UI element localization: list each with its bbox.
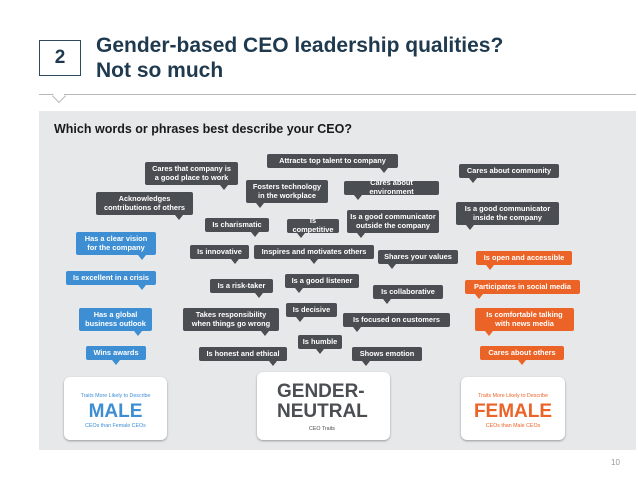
neutral-trait-charismatic: Is charismatic bbox=[205, 218, 269, 237]
neutral-trait-good-place-to-work: Cares that company is a good place to wo… bbox=[145, 162, 238, 190]
male-trait-global-outlook: Has a global business outlook bbox=[79, 308, 152, 336]
neutral-card-subcaption: CEO Traits bbox=[309, 426, 335, 432]
neutral-traits-card: GENDER- NEUTRAL CEO Traits bbox=[257, 372, 390, 440]
neutral-trait-attracts-talent: Attracts top talent to company bbox=[267, 154, 398, 173]
neutral-trait-focused-customers: Is focused on customers bbox=[343, 313, 450, 332]
neutral-trait-honest-ethical: Is honest and ethical bbox=[199, 347, 287, 366]
neutral-trait-communicator-outside: Is a good communicator outside the compa… bbox=[347, 210, 439, 238]
question-text: Which words or phrases best describe you… bbox=[54, 122, 352, 136]
page-title: Gender-based CEO leadership qualities? N… bbox=[96, 33, 503, 83]
male-trait-excellent-in-crisis: Is excellent in a crisis bbox=[66, 271, 156, 290]
header-rule-right bbox=[64, 94, 636, 95]
female-traits-card: Traits More Likely to Describe FEMALE CE… bbox=[461, 377, 565, 440]
neutral-trait-good-listener: Is a good listener bbox=[285, 274, 359, 293]
neutral-card-heading-line-2: NEUTRAL bbox=[277, 401, 368, 422]
neutral-trait-fosters-technology: Fosters technology in the workplace bbox=[246, 180, 328, 208]
neutral-trait-shares-values: Shares your values bbox=[378, 250, 458, 269]
neutral-trait-takes-responsibility: Takes responsibility when things go wron… bbox=[183, 308, 279, 336]
neutral-trait-humble: Is humble bbox=[298, 335, 342, 354]
neutral-trait-collaborative: Is collaborative bbox=[373, 285, 443, 304]
neutral-trait-communicator-inside: Is a good communicator inside the compan… bbox=[456, 202, 559, 230]
neutral-trait-competitive: Is competitive bbox=[287, 217, 339, 238]
neutral-trait-acknowledges-contributions: Acknowledges contributions of others bbox=[96, 192, 193, 220]
neutral-trait-cares-environment: Cares about environment bbox=[344, 179, 439, 200]
female-trait-news-media: Is comfortable talking with news media bbox=[475, 308, 574, 336]
header-rule-left bbox=[39, 94, 55, 95]
header-rule-notch bbox=[51, 88, 67, 104]
neutral-trait-risk-taker: Is a risk-taker bbox=[210, 279, 273, 298]
male-card-subcaption: CEOs than Female CEOs bbox=[85, 423, 146, 429]
title-line-2: Not so much bbox=[96, 59, 224, 82]
section-number: 2 bbox=[39, 40, 81, 76]
neutral-trait-decisive: Is decisive bbox=[286, 303, 337, 322]
female-trait-open-accessible: Is open and accessible bbox=[476, 251, 572, 270]
female-trait-cares-others: Cares about others bbox=[480, 346, 564, 365]
male-traits-card: Traits More Likely to Describe MALE CEOs… bbox=[64, 377, 167, 440]
female-card-subcaption: CEOs than Male CEOs bbox=[485, 423, 541, 429]
neutral-trait-inspires-motivates: Inspires and motivates others bbox=[254, 245, 374, 264]
neutral-card-heading-line-1: GENDER- bbox=[277, 381, 365, 402]
male-trait-wins-awards: Wins awards bbox=[86, 346, 146, 365]
page-number: 10 bbox=[611, 458, 620, 467]
neutral-trait-shows-emotion: Shows emotion bbox=[352, 347, 422, 366]
male-trait-clear-vision: Has a clear vision for the company bbox=[76, 232, 156, 260]
neutral-trait-innovative: Is innovative bbox=[190, 245, 249, 264]
male-card-heading: MALE bbox=[88, 401, 143, 422]
male-card-caption: Traits More Likely to Describe bbox=[80, 393, 151, 399]
title-line-1: Gender-based CEO leadership qualities? bbox=[96, 34, 504, 57]
female-card-heading: FEMALE bbox=[473, 401, 553, 422]
neutral-trait-cares-community: Cares about community bbox=[459, 164, 559, 183]
female-trait-social-media: Participates in social media bbox=[465, 280, 580, 299]
neutral-card-heading: GENDER- NEUTRAL bbox=[277, 382, 368, 422]
female-card-caption: Traits More Likely to Describe bbox=[478, 393, 548, 399]
